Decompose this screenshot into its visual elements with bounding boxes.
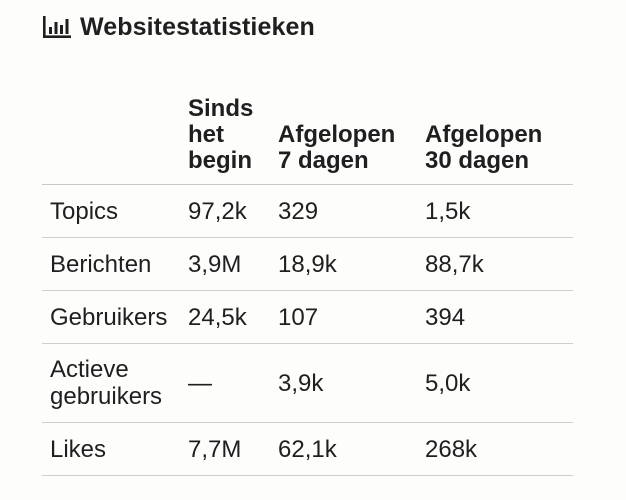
header-last-7-days: Afgelopen 7 dagen xyxy=(278,92,425,185)
statistics-table: Sinds het begin Afgelopen 7 dagen Afgelopen… xyxy=(42,92,573,476)
table-row-topics: Topics 97,2k 329 1,5k xyxy=(42,184,573,238)
value-last-7: 3,9k xyxy=(278,343,425,423)
header-since-start: Sinds het begin xyxy=(188,92,278,185)
table-row-berichten: Berichten 3,9M 18,9k 88,7k xyxy=(42,237,573,291)
value-last-30: 88,7k xyxy=(425,237,573,291)
value-last-30: 5,0k xyxy=(425,343,573,423)
value-last-7: 18,9k xyxy=(278,237,425,291)
value-all-time: 7,7M xyxy=(188,422,278,476)
row-label: Actieve gebruikers xyxy=(42,343,188,423)
value-all-time: — xyxy=(188,343,278,423)
value-all-time: 97,2k xyxy=(188,184,278,238)
row-label: Topics xyxy=(42,184,188,238)
header-last-30-days: Afgelopen 30 dagen xyxy=(425,92,573,185)
value-last-7: 329 xyxy=(278,184,425,238)
header-empty xyxy=(42,92,188,185)
row-label: Berichten xyxy=(42,237,188,291)
bar-chart-icon xyxy=(42,16,72,38)
table-row-likes: Likes 7,7M 62,1k 268k xyxy=(42,422,573,476)
value-all-time: 24,5k xyxy=(188,290,278,344)
value-last-7: 107 xyxy=(278,290,425,344)
table-header-row: Sinds het begin Afgelopen 7 dagen Afgelopen… xyxy=(42,92,573,185)
value-all-time: 3,9M xyxy=(188,237,278,291)
value-last-7: 62,1k xyxy=(278,422,425,476)
row-label: Gebruikers xyxy=(42,290,188,344)
value-last-30: 268k xyxy=(425,422,573,476)
value-last-30: 394 xyxy=(425,290,573,344)
value-last-30: 1,5k xyxy=(425,184,573,238)
statistics-heading: Websitestatistieken xyxy=(42,10,315,44)
table-row-gebruikers: Gebruikers 24,5k 107 394 xyxy=(42,290,573,344)
row-label: Likes xyxy=(42,422,188,476)
page-title: Websitestatistieken xyxy=(80,12,315,41)
table-row-actieve-gebruikers: Actieve gebruikers — 3,9k 5,0k xyxy=(42,343,573,423)
